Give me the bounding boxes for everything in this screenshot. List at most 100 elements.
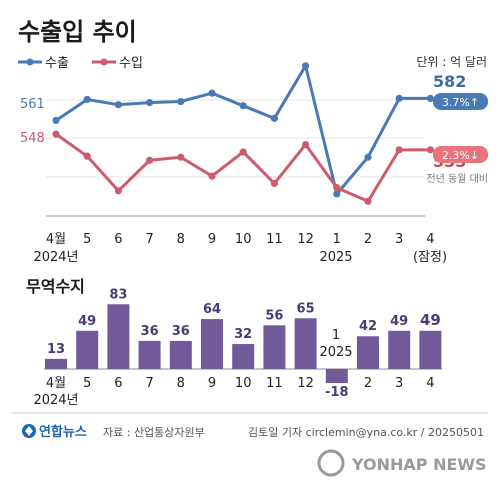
import-point-3 <box>146 156 154 164</box>
bar-x-tick-6: 10 <box>235 376 252 391</box>
import-point-11 <box>395 146 403 154</box>
export-point-9 <box>333 190 341 198</box>
bar-month-1-label: 1 <box>332 328 340 343</box>
line-prelim-label: (잠정) <box>413 250 447 265</box>
bar-x-tick-7: 11 <box>266 376 283 391</box>
bar-year-2024-label: 2024년 <box>33 393 78 408</box>
bar-value-8: 65 <box>297 301 315 316</box>
yoy-note: 전년 동월 대비 <box>426 173 488 185</box>
line-x-tick-12: 4 <box>426 232 434 247</box>
bar-value-7: 56 <box>265 308 283 323</box>
export-change-text: 3.7%↑ <box>442 96 479 109</box>
export-point-12 <box>426 94 434 102</box>
bar-x-tick-3: 7 <box>145 376 153 391</box>
trade-balance-title: 무역수지 <box>26 277 85 296</box>
bar-12 <box>419 330 442 369</box>
bar-x-tick-8: 12 <box>297 376 314 391</box>
bar-x-tick-2: 6 <box>114 376 122 391</box>
bar-x-tick-0: 4월 <box>46 376 66 391</box>
line-x-tick-4: 8 <box>177 232 185 247</box>
import-change-badge <box>433 146 488 163</box>
line-x-tick-11: 3 <box>395 232 403 247</box>
line-x-tick-5: 9 <box>208 232 216 247</box>
line-chart-grid <box>46 99 425 217</box>
line-x-tick-3: 7 <box>145 232 153 247</box>
bar-value-4: 36 <box>172 324 190 339</box>
yonhap-logo-mark <box>25 426 33 436</box>
bar-2 <box>107 304 130 369</box>
line-x-tick-8: 12 <box>297 232 314 247</box>
bar-7 <box>263 325 286 369</box>
unit-label: 단위 : 억 달러 <box>416 55 487 69</box>
bar-x-tick-5: 9 <box>208 376 216 391</box>
line-x-tick-1: 5 <box>83 232 91 247</box>
watermark-icon <box>317 449 345 477</box>
legend-import-label: 수입 <box>119 56 143 71</box>
bar-year-2025-label: 2025 <box>319 345 352 360</box>
watermark: YONHAP NEWS <box>317 449 487 477</box>
export-point-3 <box>146 99 154 107</box>
bar-value-6: 32 <box>234 327 252 342</box>
bar-x-tick-1: 5 <box>83 376 91 391</box>
export-start-label: 561 <box>20 97 45 112</box>
legend-export-label: 수출 <box>45 56 69 71</box>
import-point-5 <box>208 172 216 180</box>
source-text: 자료 : 산업통상자원부 <box>103 426 205 439</box>
legend-import-marker <box>100 58 108 66</box>
bar-1 <box>76 330 99 369</box>
bar-value-1: 49 <box>78 314 96 329</box>
bar-4 <box>169 340 192 369</box>
bar-5 <box>201 319 223 369</box>
bar-chart-x-axis: 4월 5 6 7 8 9 10 11 12 2 3 4 <box>46 376 435 391</box>
import-change-text: 2.3%↓ <box>442 149 479 162</box>
import-point-12 <box>426 146 434 154</box>
line-chart-series <box>52 62 434 205</box>
yonhap-logo: 연합뉴스 <box>22 424 87 440</box>
bar-x-tick-11: 3 <box>395 376 403 391</box>
import-point-10 <box>364 197 372 205</box>
export-point-6 <box>239 102 247 110</box>
import-point-8 <box>302 141 310 149</box>
export-point-8 <box>302 62 310 70</box>
bar-6 <box>232 344 255 369</box>
bar-8 <box>294 318 317 369</box>
credit-text: 김토일 기자 circlemin@yna.co.kr / 20250501 <box>248 425 484 439</box>
bar-x-tick-4: 8 <box>177 376 185 391</box>
export-change-badge <box>433 93 488 110</box>
import-point-0 <box>52 130 60 138</box>
bar-value-10: 42 <box>359 319 377 334</box>
bar-3 <box>138 340 161 369</box>
legend: 수출 수입 <box>18 56 143 71</box>
line-x-tick-6: 10 <box>235 232 252 247</box>
bar-value-9: -18 <box>325 385 349 400</box>
bar-value-5: 64 <box>203 302 221 317</box>
line-chart-x-axis: 4월 5 6 7 8 9 10 11 12 1 2 3 4 <box>46 232 435 247</box>
export-point-7 <box>270 114 278 122</box>
line-x-tick-7: 11 <box>266 232 283 247</box>
line-year-2024-label: 2024년 <box>33 250 78 265</box>
bar-value-12: 49 <box>420 311 441 329</box>
import-start-label: 548 <box>20 131 45 146</box>
yonhap-logo-text: 연합뉴스 <box>39 424 87 440</box>
export-point-2 <box>114 101 122 109</box>
bar-x-tick-12: 4 <box>426 376 434 391</box>
page-title: 수출입 추이 <box>18 18 137 46</box>
export-point-0 <box>52 116 60 125</box>
bar-10 <box>357 336 379 369</box>
export-point-11 <box>395 94 403 102</box>
export-point-10 <box>364 153 372 161</box>
bar-value-3: 36 <box>141 324 159 339</box>
export-end-value: 582 <box>433 72 466 91</box>
watermark-text: YONHAP NEWS <box>351 455 487 474</box>
export-point-5 <box>208 89 216 97</box>
line-x-tick-9: 1 <box>333 232 341 247</box>
bar-9 <box>325 369 348 384</box>
import-point-1 <box>83 152 91 160</box>
bar-value-11: 49 <box>390 314 408 329</box>
export-point-4 <box>177 97 185 106</box>
bar-x-tick-10: 2 <box>364 376 372 391</box>
legend-export-marker <box>26 58 34 66</box>
import-point-6 <box>239 148 247 156</box>
